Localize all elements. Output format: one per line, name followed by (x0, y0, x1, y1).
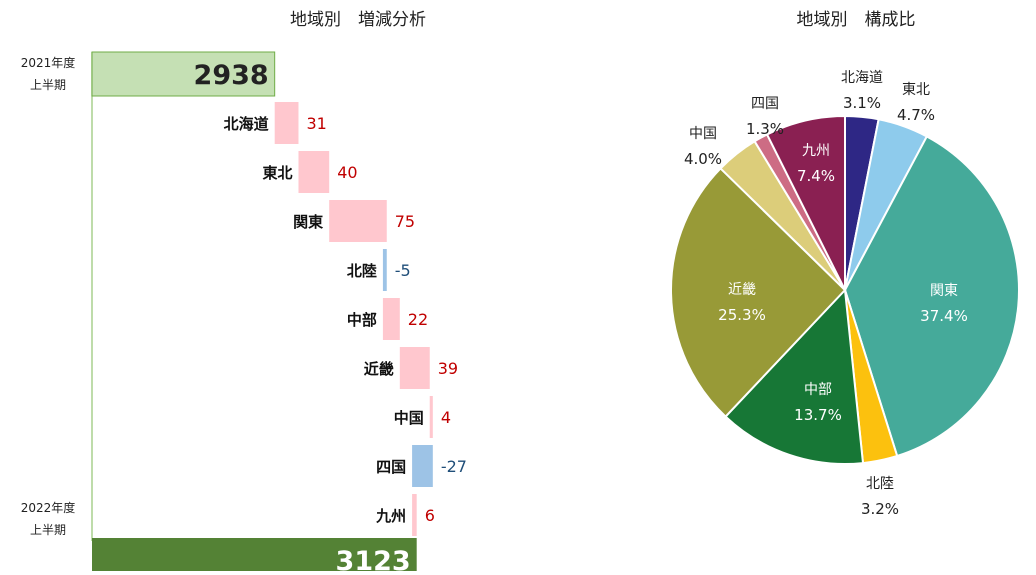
pie-slice-label: 中部 (804, 382, 832, 398)
waterfall-value-end: 3123 (336, 546, 411, 571)
pie-slice-value: 3.1% (843, 94, 881, 112)
waterfall-value-label: -27 (441, 457, 467, 476)
pie-slice-value: 4.7% (897, 106, 935, 124)
pie-slice-label: 近畿 (728, 282, 756, 298)
waterfall-category-label: 中国 (394, 409, 424, 427)
waterfall-bar (412, 445, 433, 487)
waterfall-bar (399, 347, 430, 389)
waterfall-category-label: 四国 (376, 458, 406, 476)
pie-title: 地域別 構成比 (797, 10, 916, 30)
waterfall-value-label: -5 (395, 261, 411, 280)
end-label-year: 2022年度 (21, 500, 76, 515)
pie-slice (765, 114, 846, 291)
pie-slice-label: 北陸 (866, 476, 894, 492)
pie-labels: 北海道 3.1% 東北 4.7% 関東 37.4% 北陸 3.2% 中部 13.7% 近畿 25.3%… (684, 70, 968, 518)
waterfall-value-label: 40 (337, 163, 357, 182)
waterfall-chart: 地域別 増減分析 2021年度 上半期 2022年度 上半期 2938 北海道 31… (21, 10, 467, 575)
waterfall-category-label: 九州 (375, 507, 406, 525)
waterfall-value-label: 22 (408, 310, 428, 329)
pie-slice (670, 167, 847, 418)
pie-slice-value: 7.4% (797, 167, 835, 185)
waterfall-value-label: 39 (438, 359, 458, 378)
pie-slice-value: 13.7% (794, 406, 842, 424)
end-label-half: 上半期 (30, 523, 66, 537)
waterfall-category-label: 中部 (347, 311, 377, 329)
pie-slice-label: 東北 (902, 82, 930, 98)
waterfall-bar (329, 200, 387, 242)
pie-slice (724, 287, 865, 465)
pie-slice-value: 4.0% (684, 150, 722, 168)
waterfall-value-start: 2938 (194, 60, 269, 91)
waterfall-value-label: 6 (425, 506, 435, 525)
waterfall-category-label: 北陸 (347, 262, 377, 280)
pie-slice-label: 九州 (802, 143, 830, 159)
pie-slice (843, 135, 1020, 458)
waterfall-category-label: 北海道 (224, 115, 269, 133)
pie-slice-label: 四国 (751, 96, 779, 112)
pie-slice-label: 中国 (689, 126, 717, 142)
waterfall-bar (412, 494, 417, 536)
waterfall-category-label: 関東 (293, 213, 323, 231)
pie-slice-value: 1.3% (746, 120, 784, 138)
waterfall-title: 地域別 増減分析 (290, 10, 426, 30)
waterfall-bar (382, 298, 400, 340)
waterfall-category-label: 近畿 (364, 360, 394, 378)
waterfall-bar (429, 396, 433, 438)
waterfall-value-label: 31 (306, 114, 326, 133)
pie-slices (670, 114, 1020, 465)
pie-slice-value: 37.4% (920, 307, 968, 325)
waterfall-value-label: 4 (441, 408, 451, 427)
waterfall-category-label: 東北 (262, 164, 292, 182)
waterfall-value-label: 75 (395, 212, 415, 231)
waterfall-bar-end (92, 538, 417, 575)
start-label-year: 2021年度 (21, 55, 76, 70)
waterfall-bar (382, 249, 387, 291)
waterfall-bars: 2938 北海道 31 東北 40 関東 75 北陸 -5 中部 22 近畿 39 中国 4 四国 -27 九州 6… (91, 51, 467, 575)
pie-slice-label: 北海道 (841, 70, 883, 86)
pie-chart: 地域別 構成比 北海道 3.1% 東北 4.7% 関東 37.4% 北陸 3.2% 中部 13.7… (670, 10, 1020, 518)
pie-slice-value: 3.2% (861, 500, 899, 518)
waterfall-bar (298, 151, 330, 193)
pie-slice-label: 関東 (930, 283, 958, 299)
start-label-half: 上半期 (30, 78, 66, 92)
pie-slice-value: 25.3% (718, 306, 766, 324)
waterfall-bar-start (91, 51, 276, 97)
waterfall-bar (274, 102, 299, 144)
